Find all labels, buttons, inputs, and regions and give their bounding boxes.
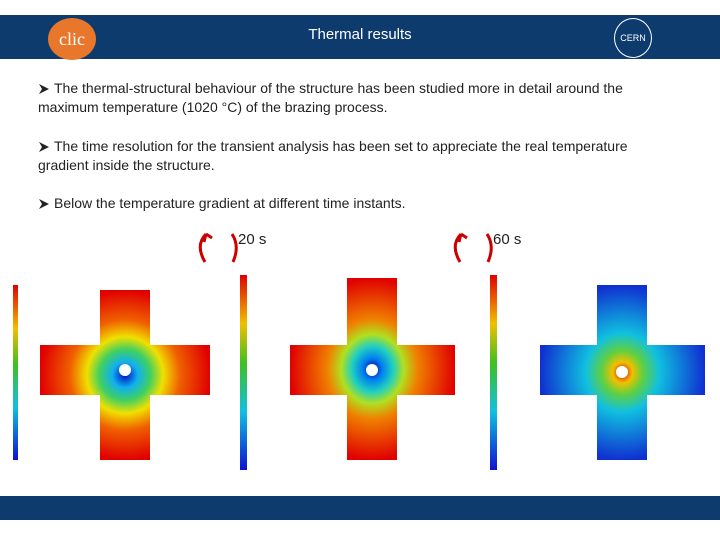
footer-bar <box>0 496 720 520</box>
bullet-arrow <box>39 199 49 209</box>
slide-title: Thermal results <box>308 26 412 43</box>
bullet-arrow <box>39 142 49 152</box>
time-label: 60 s <box>493 231 522 248</box>
bullet: The thermal-structural behaviour of the … <box>38 79 678 117</box>
clic-logo: clic <box>48 18 96 60</box>
cern-logo: CERN <box>614 18 652 58</box>
time-label: 20 s <box>238 231 267 248</box>
bullet-text: The thermal-structural behaviour of the … <box>38 80 623 115</box>
bullet: The time resolution for the transient an… <box>38 137 678 175</box>
bullet-text: The time resolution for the transient an… <box>38 138 628 173</box>
bullet-arrow <box>39 84 49 94</box>
bullet: Below the temperature gradient at differ… <box>38 194 678 213</box>
header-bar <box>0 15 720 59</box>
bullet-text: Below the temperature gradient at differ… <box>54 195 406 211</box>
